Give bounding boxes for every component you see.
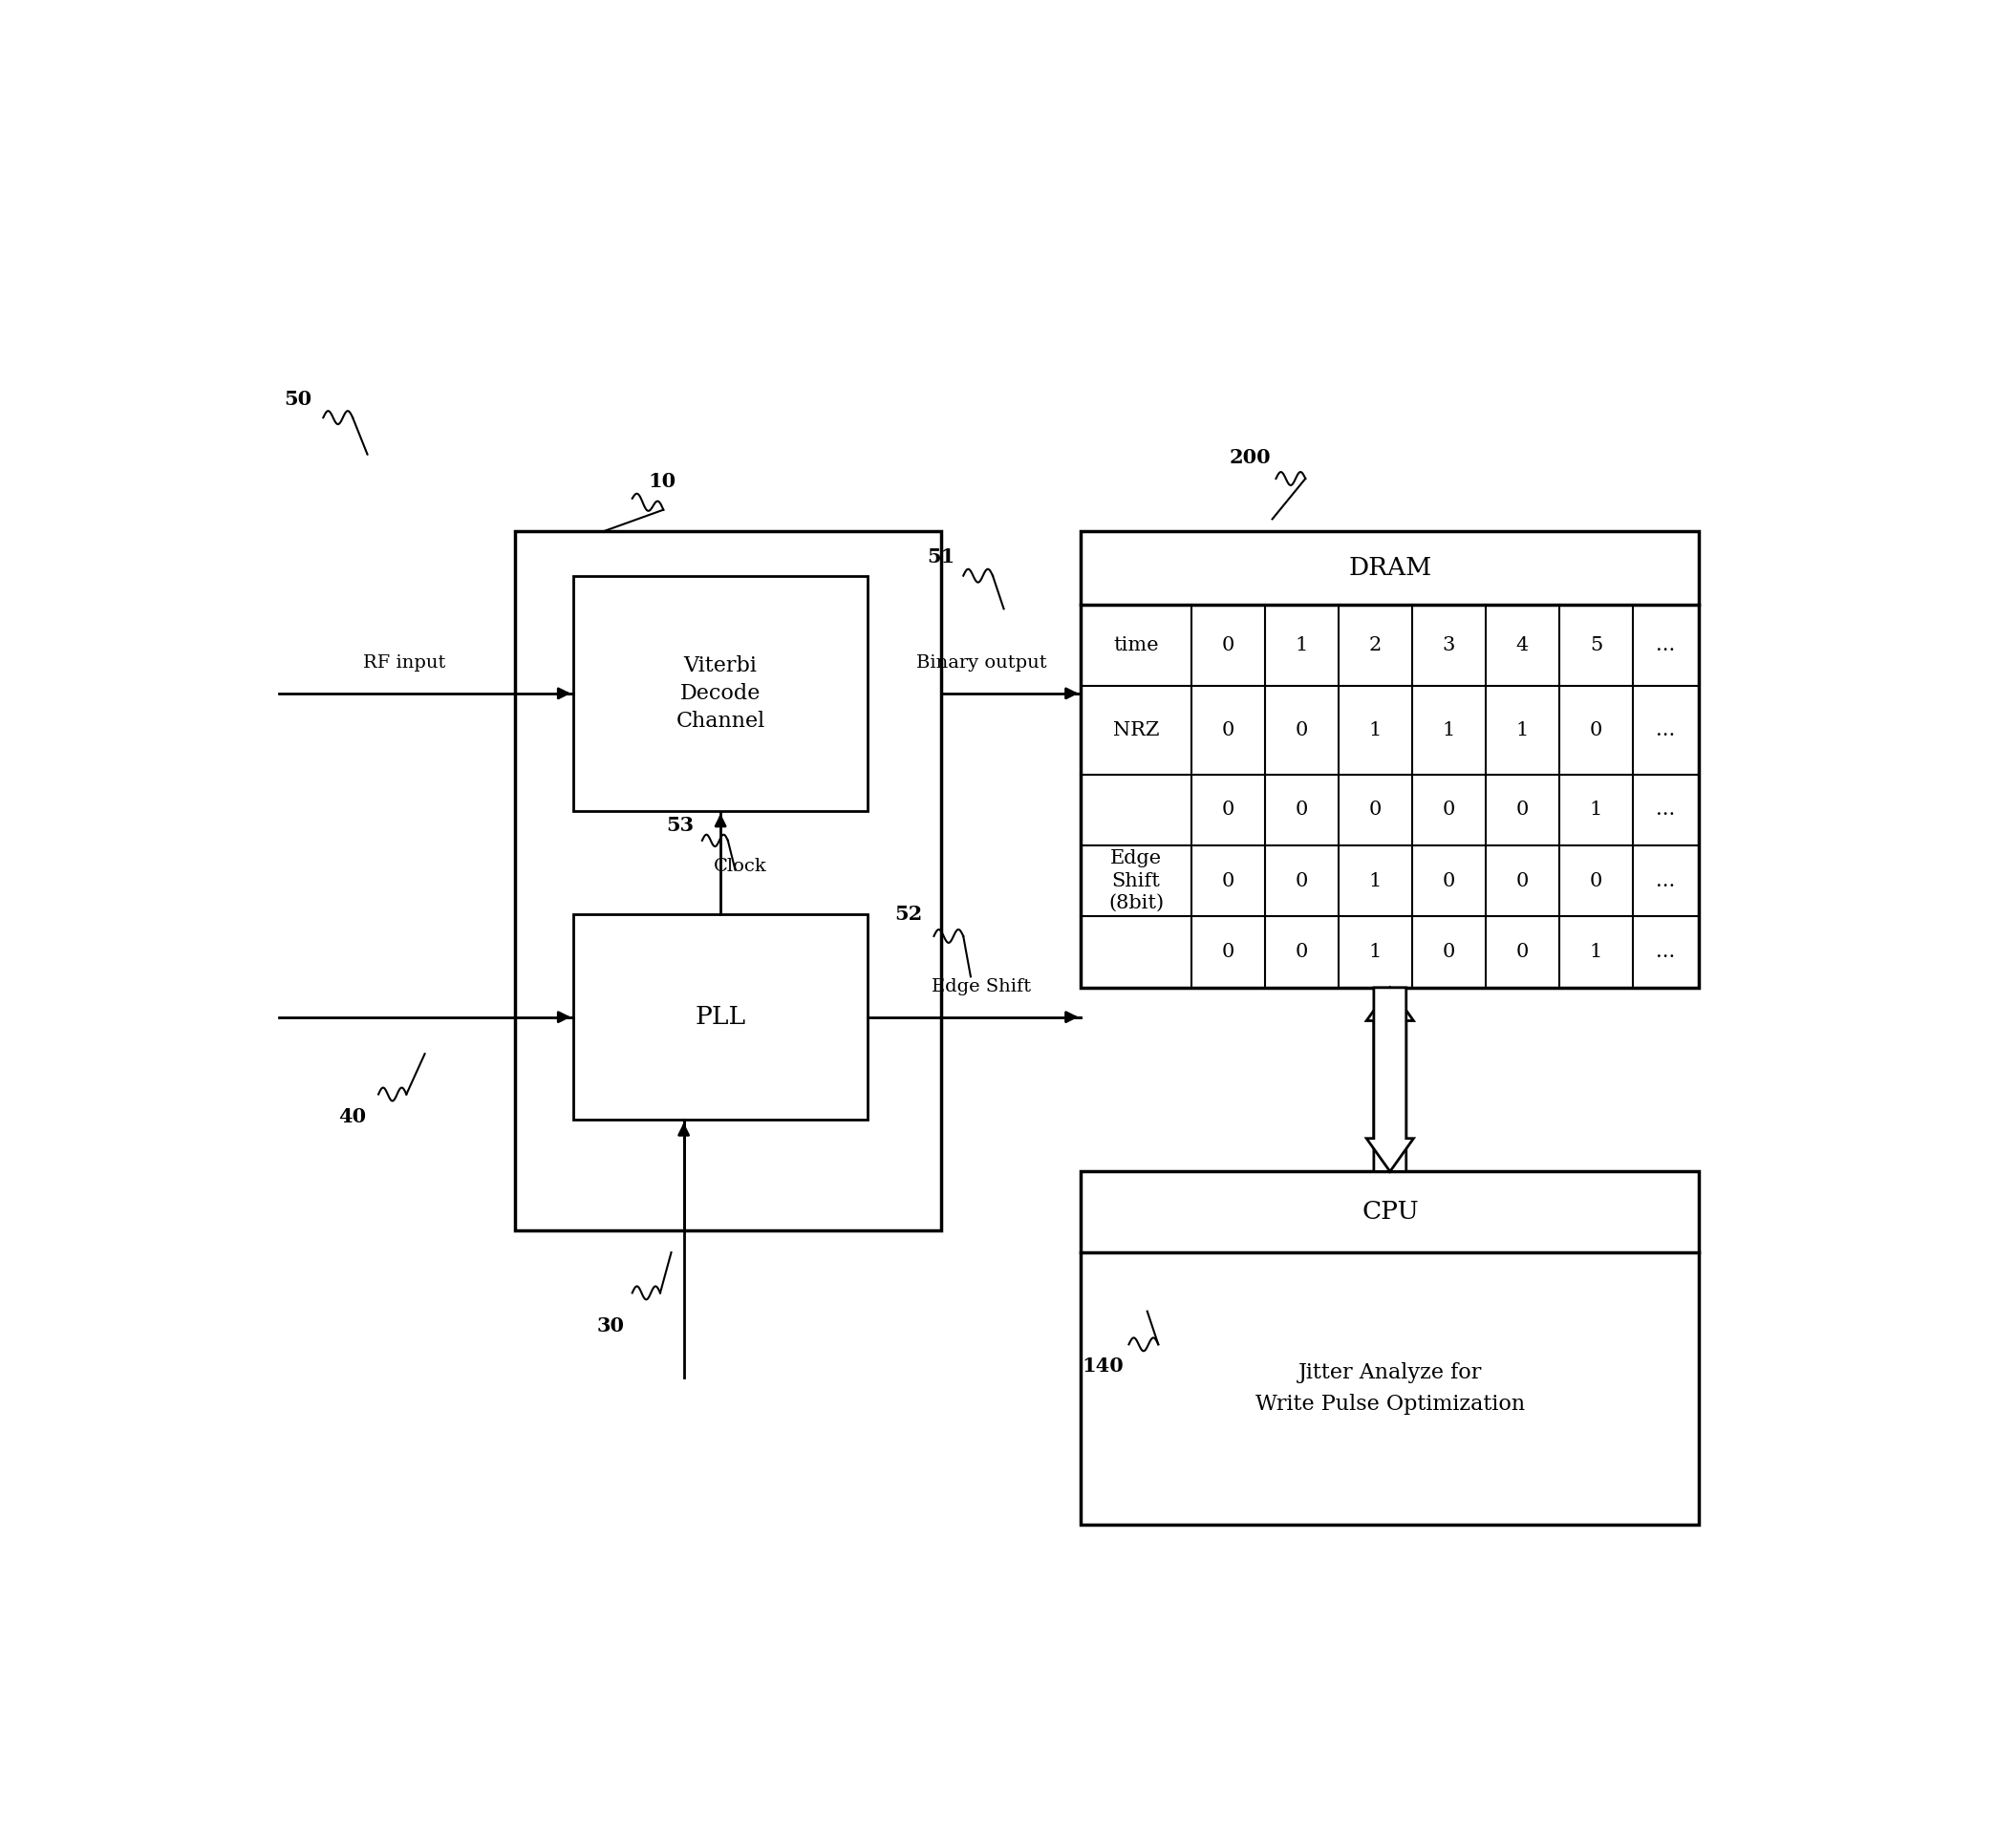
Text: 3: 3	[1443, 637, 1456, 654]
Text: PLL: PLL	[696, 1005, 746, 1029]
Text: 0: 0	[1222, 801, 1234, 819]
Text: 1: 1	[1369, 722, 1381, 738]
Text: 200: 200	[1230, 448, 1270, 468]
Bar	[573, 575, 867, 812]
Bar	[1081, 531, 1699, 988]
Text: ...: ...	[1657, 722, 1675, 738]
Text: 51: 51	[927, 547, 956, 568]
Text: 1: 1	[1443, 722, 1456, 738]
Text: Jitter Analyze for
Write Pulse Optimization: Jitter Analyze for Write Pulse Optimizat…	[1256, 1363, 1524, 1414]
Text: 30: 30	[597, 1317, 625, 1335]
Text: 0: 0	[1369, 801, 1381, 819]
Text: 0: 0	[1443, 801, 1456, 819]
Text: ...: ...	[1657, 801, 1675, 819]
Text: ...: ...	[1657, 873, 1675, 891]
Text: time: time	[1113, 637, 1159, 654]
Bar	[514, 531, 941, 1231]
Text: 50: 50	[284, 389, 310, 410]
Text: 0: 0	[1443, 942, 1456, 961]
Text: 1: 1	[1516, 722, 1528, 738]
Text: NRZ: NRZ	[1113, 722, 1159, 738]
Text: 0: 0	[1296, 801, 1308, 819]
Text: 0: 0	[1296, 722, 1308, 738]
Text: 40: 40	[339, 1108, 367, 1126]
Text: 2: 2	[1369, 637, 1381, 654]
Text: Viterbi
Decode
Channel: Viterbi Decode Channel	[675, 656, 766, 731]
Bar	[573, 915, 867, 1121]
Text: 1: 1	[1296, 637, 1308, 654]
Polygon shape	[1367, 988, 1413, 1172]
Text: RF input: RF input	[363, 654, 446, 671]
Text: 52: 52	[895, 904, 921, 924]
Text: 0: 0	[1591, 722, 1603, 738]
Text: ...: ...	[1657, 637, 1675, 654]
Text: Clock: Clock	[714, 858, 766, 874]
Polygon shape	[1367, 988, 1413, 1172]
Text: 0: 0	[1222, 722, 1234, 738]
Text: DRAM: DRAM	[1349, 557, 1431, 580]
Text: 140: 140	[1083, 1358, 1125, 1376]
Text: 0: 0	[1516, 942, 1528, 961]
Text: 1: 1	[1369, 942, 1381, 961]
Text: Binary output: Binary output	[917, 654, 1046, 671]
Bar	[1081, 1172, 1699, 1525]
Text: 0: 0	[1516, 801, 1528, 819]
Text: 0: 0	[1222, 942, 1234, 961]
Text: 0: 0	[1443, 873, 1456, 891]
Text: 53: 53	[665, 816, 694, 836]
Text: 1: 1	[1591, 801, 1603, 819]
Text: 0: 0	[1222, 873, 1234, 891]
Text: Edge Shift: Edge Shift	[931, 977, 1032, 996]
Text: 1: 1	[1591, 942, 1603, 961]
Text: Edge
Shift
(8bit): Edge Shift (8bit)	[1109, 849, 1163, 913]
Text: 0: 0	[1591, 873, 1603, 891]
Text: CPU: CPU	[1361, 1200, 1419, 1223]
Text: 4: 4	[1516, 637, 1528, 654]
Text: 5: 5	[1591, 637, 1603, 654]
Text: 0: 0	[1296, 942, 1308, 961]
Text: 1: 1	[1369, 873, 1381, 891]
Text: 10: 10	[647, 472, 675, 490]
Text: 0: 0	[1222, 637, 1234, 654]
Text: 0: 0	[1296, 873, 1308, 891]
Text: ...: ...	[1657, 942, 1675, 961]
Text: 0: 0	[1516, 873, 1528, 891]
